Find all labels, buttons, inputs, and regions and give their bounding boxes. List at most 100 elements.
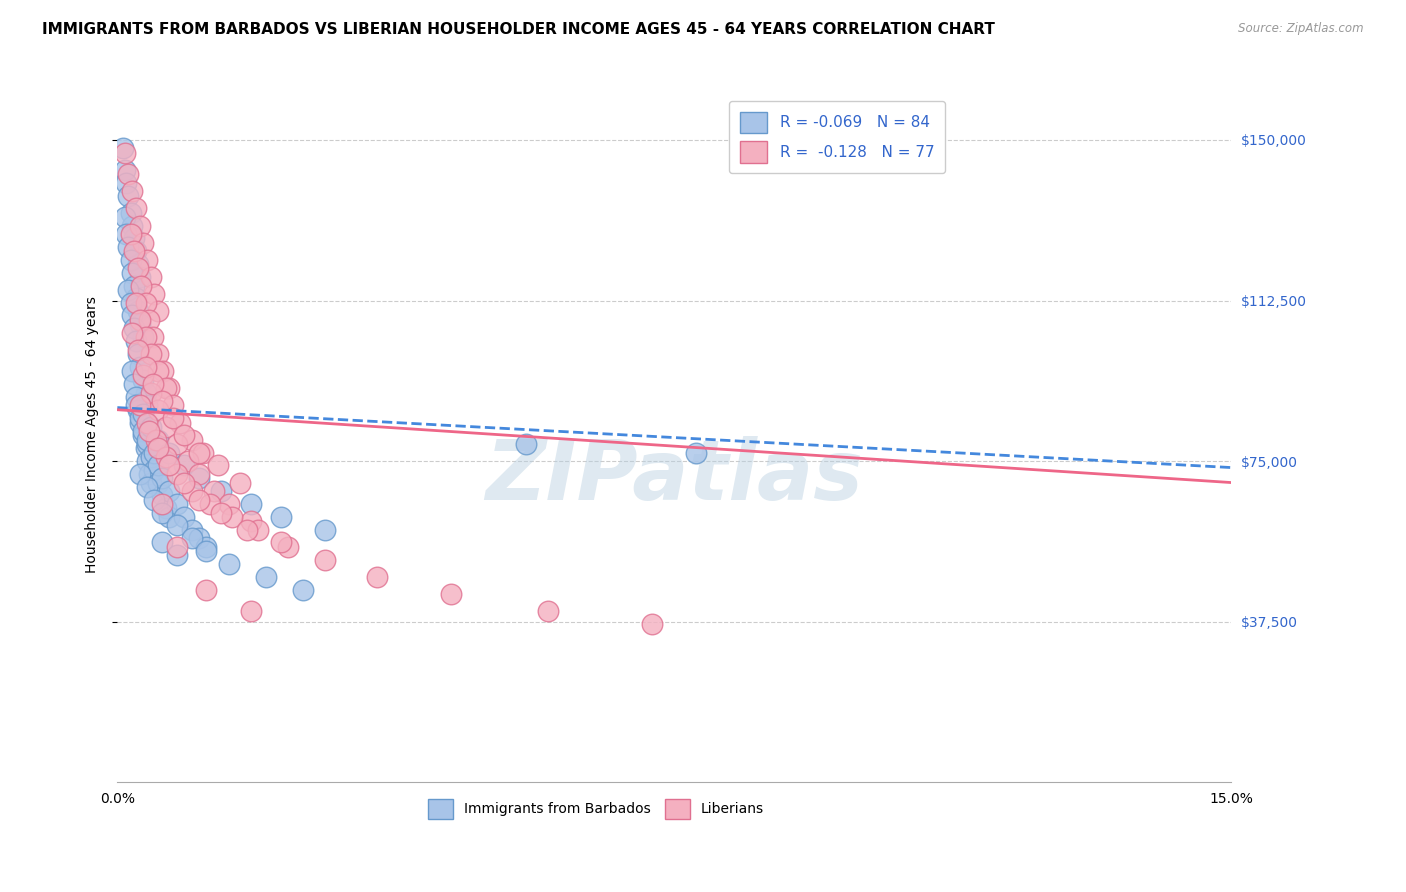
Point (138, 313, 160, 327)
Point (180, 484, 202, 499)
Point (270, 535, 292, 549)
Point (121, 364, 143, 378)
Y-axis label: Householder Income Ages 45 - 64 years: Householder Income Ages 45 - 64 years (86, 296, 100, 573)
Point (162, 399, 184, 413)
Point (166, 549, 188, 563)
Point (135, 295, 157, 310)
Point (202, 484, 225, 499)
Point (127, 402, 149, 417)
Point (127, 261, 149, 276)
Point (173, 475, 195, 490)
Text: ZIPatlas: ZIPatlas (485, 435, 863, 516)
Point (236, 523, 259, 537)
Point (270, 509, 292, 524)
Point (139, 450, 162, 464)
Point (125, 295, 148, 310)
Point (139, 475, 162, 490)
Point (136, 416, 159, 430)
Point (240, 604, 263, 618)
Point (127, 304, 149, 318)
Point (122, 278, 145, 293)
Point (150, 497, 173, 511)
Point (254, 570, 277, 584)
Point (122, 321, 145, 335)
Point (188, 467, 211, 481)
Point (188, 471, 211, 485)
Point (128, 313, 150, 327)
Point (120, 252, 142, 267)
Point (114, 162, 136, 177)
Point (121, 309, 143, 323)
Point (173, 428, 195, 442)
Point (127, 257, 149, 271)
Point (128, 269, 150, 284)
Point (127, 347, 149, 361)
Point (121, 184, 143, 198)
Point (143, 287, 166, 301)
Point (157, 458, 180, 473)
Point (240, 497, 263, 511)
Point (188, 445, 211, 459)
Point (121, 219, 143, 233)
Point (132, 424, 155, 438)
Point (166, 497, 188, 511)
Point (117, 188, 139, 202)
Point (142, 330, 165, 344)
Point (148, 364, 170, 378)
Point (139, 385, 162, 400)
Point (218, 497, 240, 511)
Point (125, 202, 148, 216)
Point (128, 411, 150, 425)
Point (209, 484, 232, 499)
Point (138, 424, 160, 438)
Point (150, 394, 173, 409)
Point (132, 368, 155, 383)
Point (121, 326, 143, 340)
Point (173, 458, 195, 473)
Point (122, 377, 145, 392)
Point (128, 416, 150, 430)
Text: Source: ZipAtlas.com: Source: ZipAtlas.com (1239, 22, 1364, 36)
Point (143, 445, 166, 459)
Point (128, 317, 150, 331)
Point (166, 467, 188, 481)
Point (150, 471, 173, 485)
Point (291, 582, 314, 597)
Point (314, 523, 336, 537)
Point (150, 535, 173, 549)
Point (128, 359, 150, 374)
Point (129, 278, 152, 293)
Point (366, 570, 388, 584)
Point (125, 291, 148, 305)
Point (195, 582, 218, 597)
Point (221, 509, 243, 524)
Point (537, 604, 560, 618)
Point (155, 381, 177, 395)
Point (122, 231, 145, 245)
Point (180, 531, 202, 545)
Point (148, 347, 170, 361)
Point (188, 531, 211, 545)
Point (125, 244, 148, 259)
Point (121, 266, 143, 280)
Point (138, 467, 160, 481)
Point (209, 506, 232, 520)
Point (135, 359, 157, 374)
Point (139, 269, 162, 284)
Point (136, 399, 159, 413)
Point (195, 540, 218, 554)
Point (115, 227, 138, 241)
Point (117, 283, 139, 297)
Point (120, 205, 142, 219)
Point (148, 442, 170, 456)
Point (240, 514, 263, 528)
Point (136, 433, 159, 447)
Point (148, 458, 170, 473)
Point (128, 399, 150, 413)
Point (440, 587, 463, 601)
Point (180, 523, 202, 537)
Point (132, 373, 155, 387)
Point (117, 240, 139, 254)
Point (136, 480, 159, 494)
Point (148, 304, 170, 318)
